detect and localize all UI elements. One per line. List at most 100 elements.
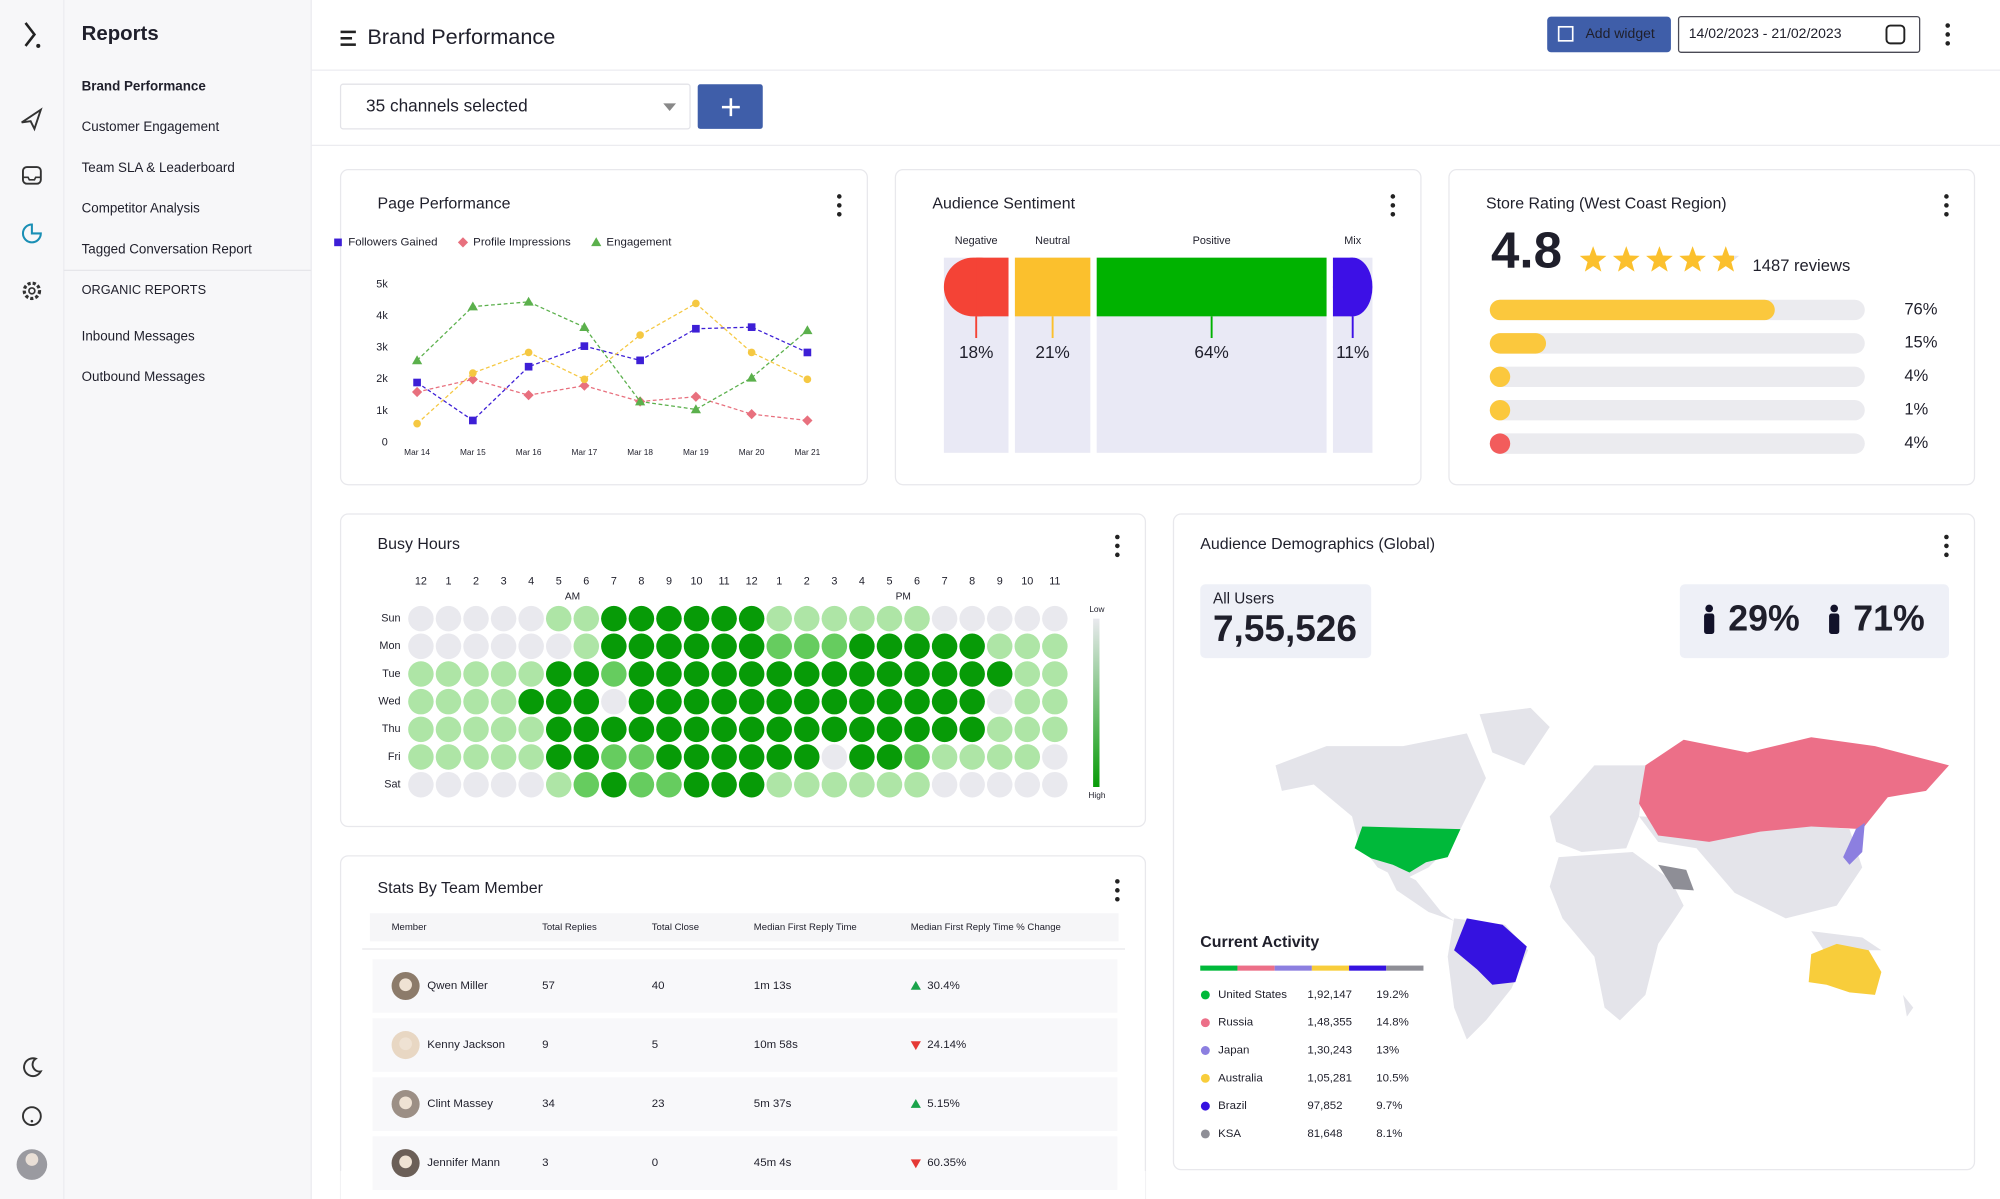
legend-dot [1200, 990, 1210, 1000]
table-cell: Clint Massey [427, 1098, 493, 1110]
day-label: Fri [388, 751, 401, 763]
nav-item[interactable]: Tagged Conversation Report [82, 242, 253, 257]
heat-cell [821, 661, 848, 687]
nav-item[interactable]: Brand Performance [82, 78, 206, 93]
heat-cell [738, 716, 765, 743]
heat-cell [931, 771, 958, 798]
more-menu[interactable] [1115, 534, 1120, 558]
table-cell: 10m 58s [754, 1039, 798, 1051]
period-label: AM [565, 592, 580, 603]
heat-cell [408, 688, 434, 715]
more-menu[interactable] [1944, 194, 1949, 217]
country-name: Russia [1218, 1017, 1254, 1029]
nav-item[interactable]: Inbound Messages [82, 328, 195, 343]
more-menu[interactable] [1944, 534, 1949, 558]
button-label[interactable]: Add widget [1585, 25, 1654, 41]
date-picker[interactable] [1677, 15, 1921, 53]
heat-cell [986, 688, 1013, 715]
send-icon[interactable] [21, 107, 43, 132]
table-cell: 5 [652, 1039, 658, 1051]
heat-cell [766, 716, 792, 743]
review-count: 1487 reviews [1753, 256, 1851, 275]
marker [690, 404, 701, 414]
period-label: PM [896, 592, 911, 603]
trend-arrow [910, 1041, 921, 1051]
heat-cell [931, 716, 958, 743]
value-label: 15% [1904, 333, 1937, 352]
marker [803, 348, 812, 357]
heat-cell [904, 633, 930, 660]
heat-cell [656, 633, 682, 660]
hour-label: 1 [776, 576, 782, 588]
menu-dot [1944, 534, 1949, 540]
table-cell: 40 [652, 980, 665, 992]
heat-cell [1042, 744, 1068, 770]
inbox-icon[interactable] [22, 166, 42, 185]
nav-item[interactable]: Outbound Messages [82, 369, 206, 384]
marker [469, 416, 477, 425]
heat-cell [738, 771, 765, 798]
heat-cell [711, 688, 737, 715]
heat-cell [490, 771, 517, 798]
date-range[interactable]: 14/02/2023 - 21/02/2023 [1689, 25, 1842, 41]
nav-item[interactable]: Customer Engagement [82, 119, 220, 134]
activity-strip [1311, 965, 1350, 971]
heat-cell [490, 716, 517, 743]
category-label: Positive [1193, 235, 1231, 247]
more-menu[interactable] [836, 194, 842, 217]
heat-cell [463, 661, 489, 687]
dark-mode-icon[interactable] [23, 1057, 43, 1078]
bar-track [1489, 400, 1865, 421]
marker [635, 396, 646, 406]
add-widget-button[interactable] [1547, 16, 1671, 53]
channel-select[interactable] [339, 83, 691, 130]
table-cell: 3 [542, 1157, 548, 1169]
x-tick-label: Mar 15 [460, 447, 486, 457]
nav-item[interactable]: Competitor Analysis [82, 201, 201, 216]
marker [591, 237, 602, 247]
bar [1489, 400, 1511, 421]
country-share: 9.7% [1376, 1100, 1402, 1112]
hour-label: 12 [746, 576, 758, 588]
heat-cell [545, 633, 572, 660]
hour-label: 3 [501, 576, 507, 588]
heat-cell [738, 605, 765, 632]
settings-icon[interactable] [22, 281, 42, 301]
hour-label: 12 [415, 576, 427, 588]
male-share: 29% [1728, 599, 1799, 639]
y-tick-label: 2k [376, 373, 388, 385]
heat-cell [656, 688, 682, 715]
day-label: Sat [384, 779, 400, 791]
land [1903, 994, 1914, 1017]
heat-cell [573, 605, 600, 632]
heat-cell [931, 688, 958, 715]
hour-label: 10 [1021, 576, 1033, 588]
heat-cell [601, 716, 627, 743]
heat-cell [463, 633, 489, 660]
more-menu[interactable] [1115, 879, 1120, 902]
heat-cell [904, 716, 930, 743]
reports-icon[interactable] [21, 223, 42, 244]
select-value[interactable]: 35 channels selected [366, 96, 528, 116]
heat-cell [738, 688, 765, 715]
more-menu[interactable] [1390, 194, 1396, 217]
menu-dot [1945, 41, 1950, 46]
heat-cell [683, 605, 710, 632]
heat-cell [904, 744, 930, 770]
heat-cell [904, 688, 930, 715]
y-tick-label: 5k [376, 278, 388, 290]
heat-cell [1014, 716, 1041, 743]
heat-cell [408, 605, 434, 632]
table-cell: 5.15% [927, 1098, 960, 1110]
nav-item[interactable]: Team SLA & Leaderboard [82, 160, 235, 175]
value-label: 21% [1035, 342, 1069, 362]
heat-cell [849, 771, 875, 798]
help-icon[interactable] [22, 1106, 42, 1126]
table-cell: 45m 4s [754, 1157, 792, 1169]
value-label: 4% [1904, 433, 1928, 452]
heat-cell [683, 771, 710, 798]
heat-cell [435, 716, 462, 743]
heat-cell [545, 771, 572, 798]
more-menu[interactable] [1945, 23, 1950, 46]
